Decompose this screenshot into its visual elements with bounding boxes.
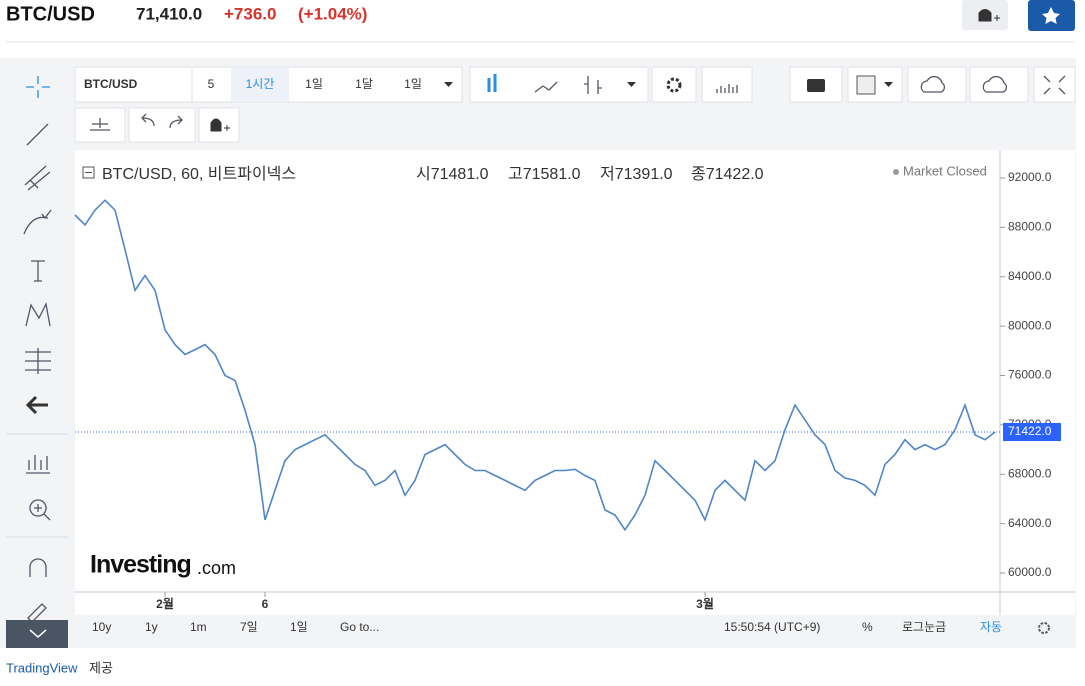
interval[interactable]: 1시간: [246, 77, 275, 91]
star-icon: [1042, 7, 1060, 24]
legend-close: 종71422.0: [691, 166, 764, 183]
price: 71,410.0: [136, 4, 202, 23]
chevron: [29, 629, 47, 638]
left-toolbar: [6, 76, 68, 623]
range[interactable]: 10y: [92, 620, 111, 634]
toolbar-symbol: BTC/USD: [84, 77, 138, 91]
redo-icon[interactable]: [169, 115, 183, 129]
indicator-icon: [716, 84, 738, 93]
magnet-tool[interactable]: [29, 558, 47, 577]
last-price-label: 71422.0: [1008, 424, 1052, 438]
log-toggle[interactable]: 로그눈금: [902, 620, 946, 634]
symbol-box[interactable]: [74, 66, 193, 103]
interval[interactable]: 1일: [404, 77, 422, 91]
dropdown: [884, 82, 893, 87]
y-tick-label: 68000.0: [1008, 466, 1052, 480]
legend-toggle[interactable]: [82, 166, 95, 179]
y-tick-label: 92000.0: [1008, 170, 1052, 184]
y-tick-label: 88000.0: [1008, 220, 1052, 234]
x-tick-label: 6: [262, 597, 269, 611]
area-icon[interactable]: [534, 81, 558, 93]
y-tick-label: 76000.0: [1008, 368, 1052, 382]
prediction-tool[interactable]: [25, 348, 51, 374]
clock: 15:50:54 (UTC+9): [724, 620, 820, 634]
measure-tool[interactable]: [26, 455, 50, 474]
y-tick-label: 64000.0: [1008, 516, 1052, 530]
percent-toggle[interactable]: %: [862, 620, 873, 634]
footer-link[interactable]: TradingView: [6, 660, 78, 675]
style-group: [469, 66, 649, 103]
interval-active: [231, 68, 289, 101]
dropdown[interactable]: [444, 82, 453, 87]
alert-icon: [978, 9, 1000, 22]
bar-icon[interactable]: [584, 76, 602, 94]
alert-icon: [210, 118, 230, 132]
crosshair-tool[interactable]: [26, 76, 50, 98]
undo-redo: [128, 107, 196, 143]
interval[interactable]: 5: [208, 77, 215, 91]
range[interactable]: 7일: [240, 620, 258, 634]
line-tool[interactable]: [26, 123, 49, 146]
color-swatch: [856, 75, 876, 95]
indicators-button[interactable]: [701, 66, 753, 103]
auto-toggle[interactable]: 자동: [980, 620, 1002, 634]
save-button[interactable]: [969, 66, 1029, 103]
range[interactable]: 1y: [145, 620, 158, 634]
goto[interactable]: Go to...: [340, 620, 379, 634]
watermark-brand: Investing: [90, 551, 191, 579]
market-status: Market Closed: [903, 163, 987, 178]
cloud-icon: [982, 75, 1008, 93]
fib-tool[interactable]: [24, 165, 51, 191]
last-price-box: [1003, 423, 1061, 442]
candle-icon[interactable]: [487, 74, 497, 92]
interval[interactable]: 1달: [355, 77, 373, 91]
text-tool[interactable]: [31, 260, 45, 282]
brush-tool[interactable]: [23, 209, 52, 235]
camera-icon: [807, 79, 825, 92]
range[interactable]: 1일: [290, 620, 308, 634]
y-tick-label: 80000.0: [1008, 318, 1052, 332]
plot-bg: [75, 150, 1075, 615]
status-dot: [893, 169, 899, 175]
legend-title: BTC/USD, 60, 비트파이넥스: [102, 165, 296, 183]
x-tick-label: 2월: [156, 596, 174, 611]
gear-icon: [666, 77, 682, 93]
range[interactable]: 1m: [190, 620, 207, 634]
interval[interactable]: 1일: [305, 77, 323, 91]
top-toolbar: BTC/USD 5 1시간 1일 1달 1일: [74, 66, 1076, 143]
legend-low: 저71391.0: [600, 165, 673, 183]
bottom-bar: [75, 615, 1075, 643]
settings-icon[interactable]: [1038, 622, 1050, 634]
price-line: [74, 199, 996, 532]
y-tick-label: 60000.0: [1008, 565, 1052, 579]
pattern-tool[interactable]: [25, 301, 51, 327]
fullscreen-icon: [1043, 75, 1066, 95]
x-tick-label: 3월: [696, 596, 714, 611]
change: +736.0: [224, 4, 276, 23]
settings-button[interactable]: [651, 66, 697, 103]
fullscreen-button[interactable]: [1033, 66, 1076, 103]
back-tool[interactable]: [25, 395, 48, 415]
footer-text: 제공: [89, 660, 113, 675]
change-pct: (+1.04%): [298, 4, 367, 23]
undo-icon[interactable]: [141, 113, 155, 127]
legend-open: 시71481.0: [416, 166, 489, 183]
dropdown[interactable]: [627, 82, 636, 87]
symbol: BTC/USD: [6, 3, 95, 25]
legend-high: 고71581.0: [508, 166, 581, 183]
y-tick-label: 84000.0: [1008, 269, 1052, 283]
zoom-tool[interactable]: [29, 499, 51, 521]
load-button[interactable]: [907, 66, 967, 103]
cloud-icon: [920, 75, 946, 93]
scale-icon: [90, 118, 110, 131]
collapse-button[interactable]: [6, 620, 68, 648]
watermark-suffix: .com: [197, 558, 236, 578]
